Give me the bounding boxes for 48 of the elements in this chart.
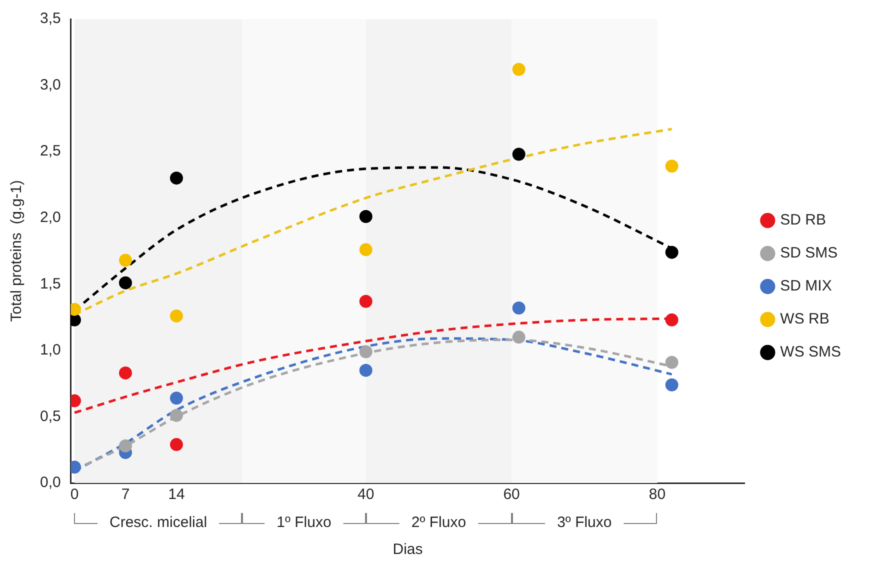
point: [170, 309, 183, 322]
point: [359, 243, 372, 256]
band-label: 1º Fluxo: [276, 514, 332, 532]
y-tick-label: 2,0: [40, 209, 61, 226]
y-tick-label: 1,5: [40, 275, 61, 292]
y-tick-label: 3,0: [40, 76, 61, 94]
legend-label: WS SMS: [780, 344, 842, 361]
point: [170, 392, 183, 405]
y-tick-label: 0,0: [40, 474, 61, 492]
point: [118, 276, 132, 290]
y-tick-label: 1,0: [40, 342, 61, 359]
point: [359, 364, 372, 377]
point: [118, 254, 132, 267]
x-tick-label: 14: [168, 486, 185, 504]
band-label: Cresc. micelial: [110, 514, 208, 532]
band-label: 2º Fluxo: [411, 514, 466, 532]
y-tick-label: 0,5: [40, 408, 61, 425]
x-tick-label: 60: [503, 486, 520, 504]
point: [665, 160, 678, 173]
legend-label: SD MIX: [780, 278, 832, 295]
point: [665, 313, 678, 326]
point: [118, 366, 132, 380]
x-tick-label: 80: [648, 486, 666, 504]
point: [170, 408, 183, 422]
point: [170, 172, 183, 185]
x-tick-label: 40: [358, 486, 374, 504]
legend-label: SD SMS: [780, 244, 838, 262]
y-tick-label: 3,5: [40, 10, 61, 28]
point: [512, 330, 526, 344]
point: [359, 210, 372, 224]
point: [512, 148, 526, 161]
y-axis-title: Total proteins (g.g-1): [8, 180, 26, 322]
point: [359, 345, 372, 358]
point: [359, 294, 372, 308]
legend-label: WS RB: [780, 310, 830, 328]
point: [512, 302, 526, 315]
x-axis-title: Dias: [392, 541, 423, 558]
point: [118, 439, 132, 452]
point: [170, 438, 183, 452]
y-tick-label: 2,5: [40, 142, 61, 160]
point: [512, 62, 526, 76]
x-tick-label: 0: [70, 486, 79, 504]
point: [665, 378, 678, 392]
band-label: 3º Fluxo: [557, 514, 612, 532]
point: [665, 356, 678, 369]
point: [665, 246, 678, 259]
legend-label: SD RB: [780, 212, 826, 229]
x-tick-label: 7: [121, 486, 130, 504]
